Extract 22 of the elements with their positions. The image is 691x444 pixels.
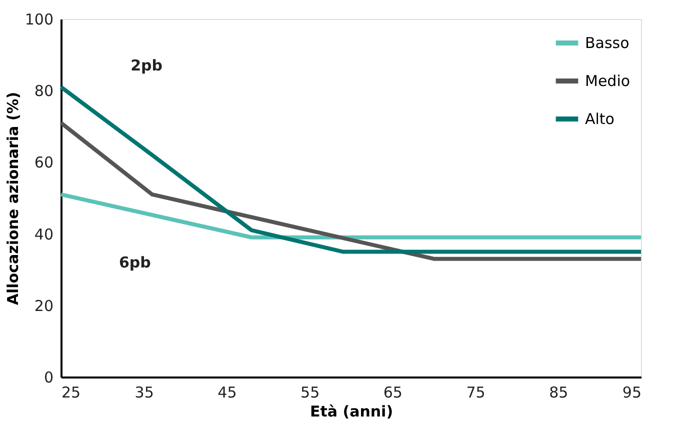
x-tick-label: 95 xyxy=(622,384,642,402)
x-tick-label: 85 xyxy=(549,384,568,402)
legend-label: Medio xyxy=(585,72,630,90)
y-tick-label: 100 xyxy=(24,10,54,28)
y-axis-title: Allocazione azionaria (%) xyxy=(4,92,22,306)
x-axis-title: Età (anni) xyxy=(310,402,394,420)
x-tick-label: 75 xyxy=(466,384,486,402)
legend-label: Alto xyxy=(585,110,614,128)
y-tick-label: 0 xyxy=(44,368,54,386)
y-tick-label: 60 xyxy=(34,154,54,172)
annotation: 6pb xyxy=(119,253,152,272)
x-tick-label: 55 xyxy=(300,384,320,402)
x-tick-label: 25 xyxy=(62,384,81,402)
legend-label: Basso xyxy=(585,34,630,52)
y-tick-label: 40 xyxy=(34,225,54,244)
x-tick-label: 35 xyxy=(134,384,154,402)
y-tick-label: 80 xyxy=(34,82,54,100)
annotation: 2pb xyxy=(130,56,163,75)
x-tick-label: 65 xyxy=(383,384,402,402)
y-tick-label: 20 xyxy=(34,296,54,315)
x-tick-label: 45 xyxy=(218,384,237,402)
line-series xyxy=(59,85,643,254)
